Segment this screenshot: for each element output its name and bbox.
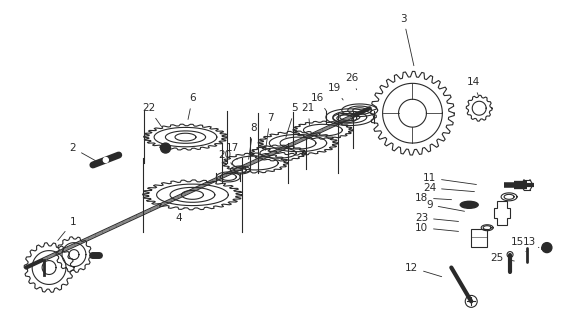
Text: 24: 24 <box>423 183 474 193</box>
Text: 25: 25 <box>491 252 514 263</box>
Text: 14: 14 <box>467 77 480 95</box>
Text: 13: 13 <box>522 237 539 248</box>
Text: 9: 9 <box>426 200 464 211</box>
Ellipse shape <box>460 201 478 208</box>
Circle shape <box>103 157 109 163</box>
Text: 15: 15 <box>511 237 526 252</box>
Text: 7: 7 <box>265 113 274 150</box>
Bar <box>471 229 487 247</box>
Text: 16: 16 <box>311 93 326 111</box>
Text: 5: 5 <box>286 103 298 137</box>
Text: 11: 11 <box>423 173 477 185</box>
Circle shape <box>542 243 552 252</box>
Text: 18: 18 <box>415 193 451 203</box>
Text: 4: 4 <box>175 207 184 223</box>
Text: 23: 23 <box>415 213 458 223</box>
Text: 19: 19 <box>328 83 343 100</box>
Text: 21: 21 <box>301 103 315 125</box>
Text: 22: 22 <box>142 103 161 126</box>
Text: 17: 17 <box>225 143 239 159</box>
Text: 2: 2 <box>70 143 96 161</box>
Text: 8: 8 <box>249 123 257 159</box>
Text: 3: 3 <box>400 14 414 66</box>
Text: 26: 26 <box>345 73 359 90</box>
Text: 6: 6 <box>188 93 195 119</box>
Circle shape <box>161 143 171 153</box>
Text: 12: 12 <box>405 262 441 277</box>
Text: 10: 10 <box>415 223 458 233</box>
Text: 1: 1 <box>58 217 76 241</box>
Text: 20: 20 <box>219 150 232 165</box>
